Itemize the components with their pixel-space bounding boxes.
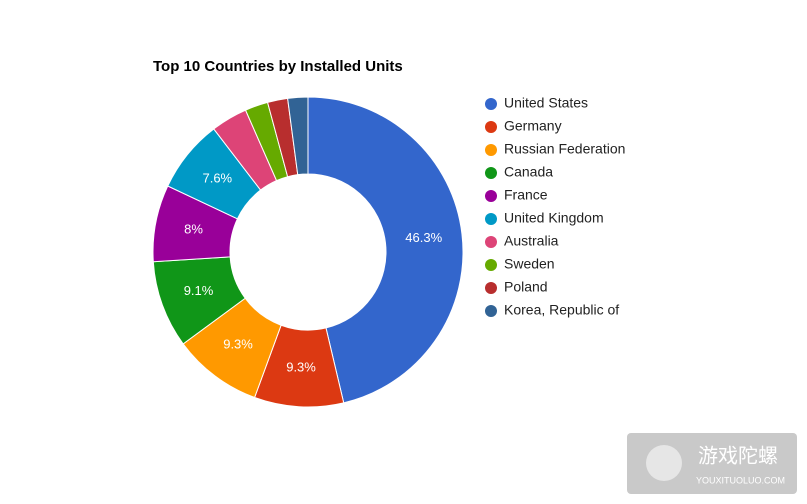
legend-marker: [485, 282, 497, 294]
legend-marker: [485, 121, 497, 133]
legend-label: Australia: [504, 233, 559, 249]
legend-marker: [485, 190, 497, 202]
legend-marker: [485, 98, 497, 110]
chart-title: Top 10 Countries by Installed Units: [153, 58, 403, 75]
legend-label: Russian Federation: [504, 141, 625, 157]
legend-label: Korea, Republic of: [504, 302, 619, 318]
legend-marker: [485, 144, 497, 156]
legend-label: Germany: [504, 118, 562, 134]
watermark-title: 游戏陀螺: [698, 444, 778, 468]
slice-label: 8%: [184, 222, 203, 237]
slice: [307, 96, 464, 404]
legend-label: Poland: [504, 279, 548, 295]
legend-label: United Kingdom: [504, 210, 604, 226]
slice-label: 9.3%: [223, 337, 253, 352]
watermark: 游戏陀螺 YOUXITUOLUO.COM: [627, 433, 797, 494]
slice: [287, 96, 309, 176]
watermark-subtitle: YOUXITUOLUO.COM: [696, 475, 785, 485]
legend-label: Sweden: [504, 256, 555, 272]
legend-marker: [485, 213, 497, 225]
slice-label: 46.3%: [405, 230, 442, 245]
slice-label: 7.6%: [202, 170, 232, 185]
slice-label: 9.3%: [286, 360, 316, 375]
legend-label: France: [504, 187, 548, 203]
legend-label: Canada: [504, 164, 553, 180]
legend-marker: [485, 167, 497, 179]
legend-marker: [485, 305, 497, 317]
slice-label: 9.1%: [184, 283, 214, 298]
legend-marker: [485, 259, 497, 271]
legend-marker: [485, 236, 497, 248]
watermark-logo: [646, 445, 682, 481]
legend-label: United States: [504, 95, 588, 111]
